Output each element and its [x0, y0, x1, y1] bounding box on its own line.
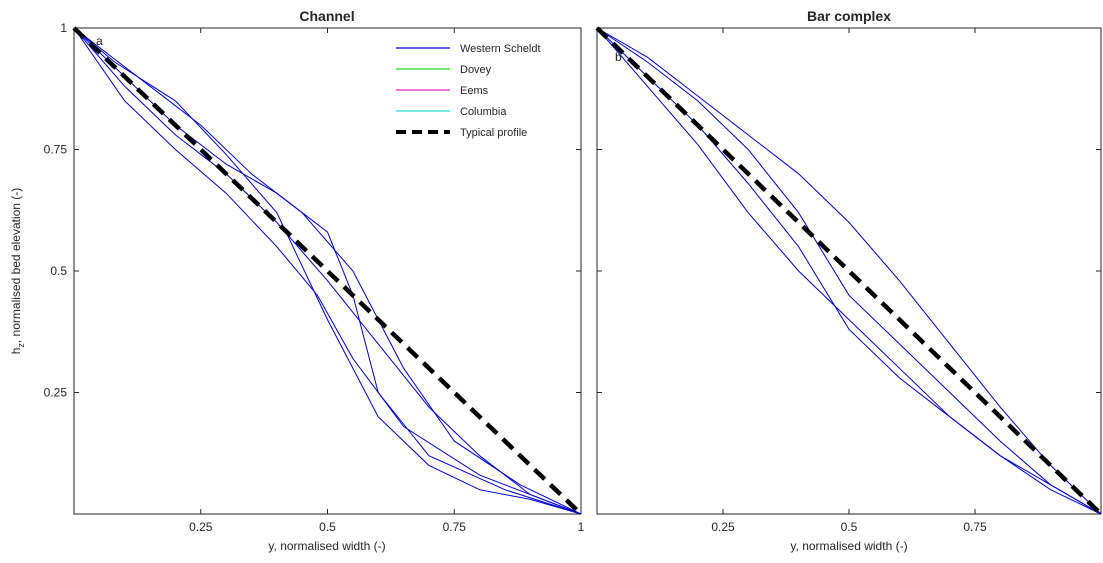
- ylabel-subscript: z: [16, 343, 26, 348]
- bar-complex-series: [596, 27, 1102, 515]
- channel-series-line-0: [73, 27, 582, 515]
- ylabel-rest: , normalised bed elevation (-): [9, 188, 23, 343]
- bar-complex-typical-profile-line: [595, 26, 1103, 516]
- legend-label-4: Typical profile: [460, 127, 527, 139]
- channel-panel: 0.25 0.5 0.75 1 0.25 0.5 0.75 1 Channel y, nor…: [9, 8, 585, 553]
- bar-complex-series-line-2: [596, 27, 1102, 515]
- bar-complex-xtick-label-2: 0.75: [963, 520, 987, 534]
- channel-legend: Western Scheldt Dovey Eems Columbia Typical …: [387, 35, 567, 150]
- channel-x-ticks: 0.25 0.5 0.75 1: [189, 28, 585, 534]
- bar-complex-typical-profile: [595, 26, 1103, 516]
- channel-typical-profile-line: [72, 26, 583, 516]
- legend-label-1: Dovey: [460, 64, 492, 76]
- legend-label-2: Eems: [460, 85, 489, 97]
- channel-xtick-label-1: 0.5: [319, 520, 336, 534]
- channel-x-axis-label: y, normalised width (-): [268, 539, 385, 553]
- channel-series-line-3: [73, 27, 582, 515]
- bar-complex-x-axis-label: y, normalised width (-): [790, 539, 907, 553]
- bar-complex-x-ticks: 0.25 0.5 0.75: [711, 28, 987, 534]
- bar-complex-xtick-label-0: 0.25: [711, 520, 735, 534]
- ylabel-main: h: [9, 348, 23, 355]
- channel-xtick-label-2: 0.75: [443, 520, 467, 534]
- channel-xtick-label-0: 0.25: [189, 520, 213, 534]
- bar-complex-series-line-1: [596, 27, 1102, 515]
- legend-label-3: Columbia: [460, 106, 507, 118]
- bar-complex-xtick-label-1: 0.5: [841, 520, 858, 534]
- bar-complex-panel-letter: b: [615, 50, 622, 64]
- channel-y-ticks: 0.25 0.5 0.75 1: [44, 21, 581, 400]
- channel-panel-letter: a: [96, 34, 103, 48]
- channel-ytick-label-0: 0.25: [44, 386, 68, 400]
- bar-complex-y-ticks: [597, 149, 1101, 393]
- channel-ytick-label-1: 0.5: [50, 264, 67, 278]
- channel-y-axis-label: hz, normalised bed elevation (-): [9, 188, 26, 355]
- channel-ytick-label-2: 0.75: [44, 143, 68, 157]
- channel-title: Channel: [299, 8, 354, 24]
- channel-series-line-4: [73, 27, 582, 515]
- channel-ytick-label-3: 1: [60, 21, 67, 35]
- bar-complex-series-line-3: [596, 27, 1102, 515]
- channel-xtick-label-3: 1: [578, 520, 585, 534]
- channel-typical-profile: [72, 26, 583, 516]
- legend-label-0: Western Scheldt: [460, 43, 541, 55]
- bar-complex-title: Bar complex: [807, 8, 891, 24]
- bar-complex-panel: 0.25 0.5 0.75 Bar complex y, normalised wi…: [595, 8, 1103, 553]
